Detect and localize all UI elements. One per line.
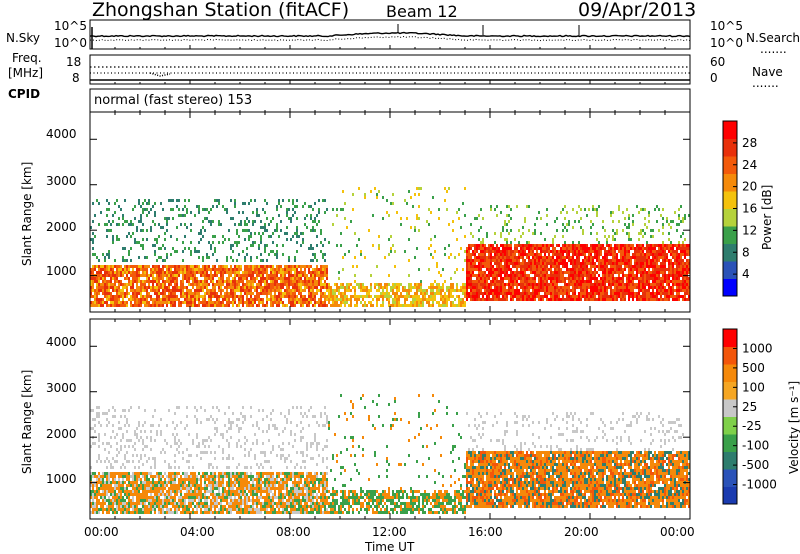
power-colorbar-segment bbox=[723, 191, 737, 209]
power-colorbar-segment bbox=[723, 138, 737, 157]
velocity-ytick-2000: 2000 bbox=[46, 427, 77, 441]
nsearch-line bbox=[89, 35, 691, 42]
power-colorbar-segment bbox=[723, 261, 737, 279]
velocity-colorbar-segment bbox=[723, 451, 737, 470]
velocity-colorbar-tick-label: -500 bbox=[742, 458, 769, 472]
power-colorbar-tick-label: 8 bbox=[742, 245, 750, 259]
freq-label: Freq. bbox=[12, 51, 42, 65]
power-colorbar-tick-label: 12 bbox=[742, 223, 757, 237]
velocity-heatmap bbox=[90, 394, 690, 514]
power-colorbar-segment bbox=[723, 121, 737, 139]
nsky-tick-high: 10^5 bbox=[54, 19, 87, 33]
xtick-2400: 00:00 bbox=[660, 525, 695, 539]
velocity-ytick-1000: 1000 bbox=[46, 472, 77, 486]
mode-text: normal (fast stereo) 153 bbox=[94, 93, 253, 108]
velocity-colorbar-tick-label: -100 bbox=[742, 439, 769, 453]
velocity-colorbar-segment bbox=[723, 346, 737, 365]
velocity-ylabel: Slant Range [km] bbox=[20, 369, 34, 474]
xtick-2000: 20:00 bbox=[564, 525, 599, 539]
xtick-0400: 04:00 bbox=[180, 525, 215, 539]
power-colorbar-segment bbox=[723, 226, 737, 244]
velocity-colorbar-segment bbox=[723, 416, 737, 435]
xlabel: Time UT bbox=[365, 540, 415, 554]
velocity-colorbar-frame bbox=[722, 328, 738, 505]
station-title: Zhongshan Station (fitACF) bbox=[92, 0, 350, 21]
xtick-1200: 12:00 bbox=[372, 525, 407, 539]
power-ytick-2000: 2000 bbox=[46, 220, 77, 234]
power-ylabel: Slant Range [km] bbox=[20, 161, 34, 266]
freq-tick-high: 18 bbox=[66, 55, 82, 69]
power-heatmap bbox=[90, 187, 690, 307]
power-colorbar-segment bbox=[723, 208, 737, 227]
xtick-1600: 16:00 bbox=[468, 525, 503, 539]
power-colorbar-tick-label: 16 bbox=[742, 202, 757, 216]
power-colorbar-tick-label: 24 bbox=[742, 158, 757, 172]
power-colorbar-tick-label: 20 bbox=[742, 180, 757, 194]
velocity-colorbar-segment bbox=[723, 469, 737, 487]
power-colorbar-segment bbox=[723, 243, 737, 262]
beam-label: Beam 12 bbox=[386, 2, 458, 21]
xtick-0000: 00:00 bbox=[84, 525, 119, 539]
power-ytick-1000: 1000 bbox=[46, 264, 77, 278]
power-colorbar-label: Power [dB] bbox=[760, 184, 774, 250]
velocity-colorbar-tick-label: 500 bbox=[742, 361, 765, 375]
velocity-colorbar-segment bbox=[723, 364, 737, 382]
nsearch-label: N.Search bbox=[746, 31, 800, 45]
velocity-colorbar-tick-label: 100 bbox=[742, 380, 765, 394]
velocity-colorbar-tick-label: 1000 bbox=[742, 341, 773, 355]
nave-tick-high: 60 bbox=[710, 55, 726, 69]
velocity-colorbar-segment bbox=[723, 486, 737, 505]
nave-label: Nave bbox=[752, 65, 783, 79]
velocity-colorbar-tick-label: -25 bbox=[742, 419, 762, 433]
velocity-colorbar-segment bbox=[723, 381, 737, 400]
nsearch-tick-high: 10^5 bbox=[710, 19, 743, 33]
velocity-colorbar-tick-label: 25 bbox=[742, 400, 757, 414]
power-ytick-4000: 4000 bbox=[46, 127, 77, 141]
nsky-tick-low: 10^0 bbox=[54, 36, 87, 50]
nsearch-tick-low: 10^0 bbox=[710, 36, 743, 50]
velocity-colorbar-segment bbox=[723, 399, 737, 417]
nsky-line bbox=[89, 31, 691, 38]
nave-tick-low: 0 bbox=[710, 71, 718, 85]
power-colorbar-segment bbox=[723, 173, 737, 192]
power-ytick-3000: 3000 bbox=[46, 174, 77, 188]
xtick-0800: 08:00 bbox=[276, 525, 311, 539]
velocity-colorbar-tick-label: -1000 bbox=[742, 478, 777, 492]
power-colorbar-segment bbox=[723, 278, 737, 297]
velocity-colorbar-segment bbox=[723, 434, 737, 452]
freq-tick-low: 8 bbox=[72, 71, 80, 85]
power-colorbar-segment bbox=[723, 156, 737, 174]
frequency-dip bbox=[149, 72, 171, 77]
freq-unit-label: [MHz] bbox=[8, 66, 44, 80]
velocity-colorbar-label: Velocity [m s⁻¹] bbox=[787, 380, 800, 474]
power-colorbar-tick-label: 4 bbox=[742, 267, 750, 281]
power-colorbar-tick-label: 28 bbox=[742, 136, 757, 150]
nsearch-dotted-legend: ....... bbox=[760, 42, 787, 56]
cpid-label: CPID bbox=[8, 87, 41, 101]
velocity-ytick-3000: 3000 bbox=[46, 381, 77, 395]
date-label: 09/Apr/2013 bbox=[578, 0, 697, 21]
velocity-ytick-4000: 4000 bbox=[46, 335, 77, 349]
noise-panel-frame bbox=[89, 19, 691, 50]
nsky-label: N.Sky bbox=[6, 31, 41, 45]
nave-dotted-legend: ....... bbox=[752, 76, 779, 90]
velocity-colorbar-segment bbox=[723, 329, 737, 347]
